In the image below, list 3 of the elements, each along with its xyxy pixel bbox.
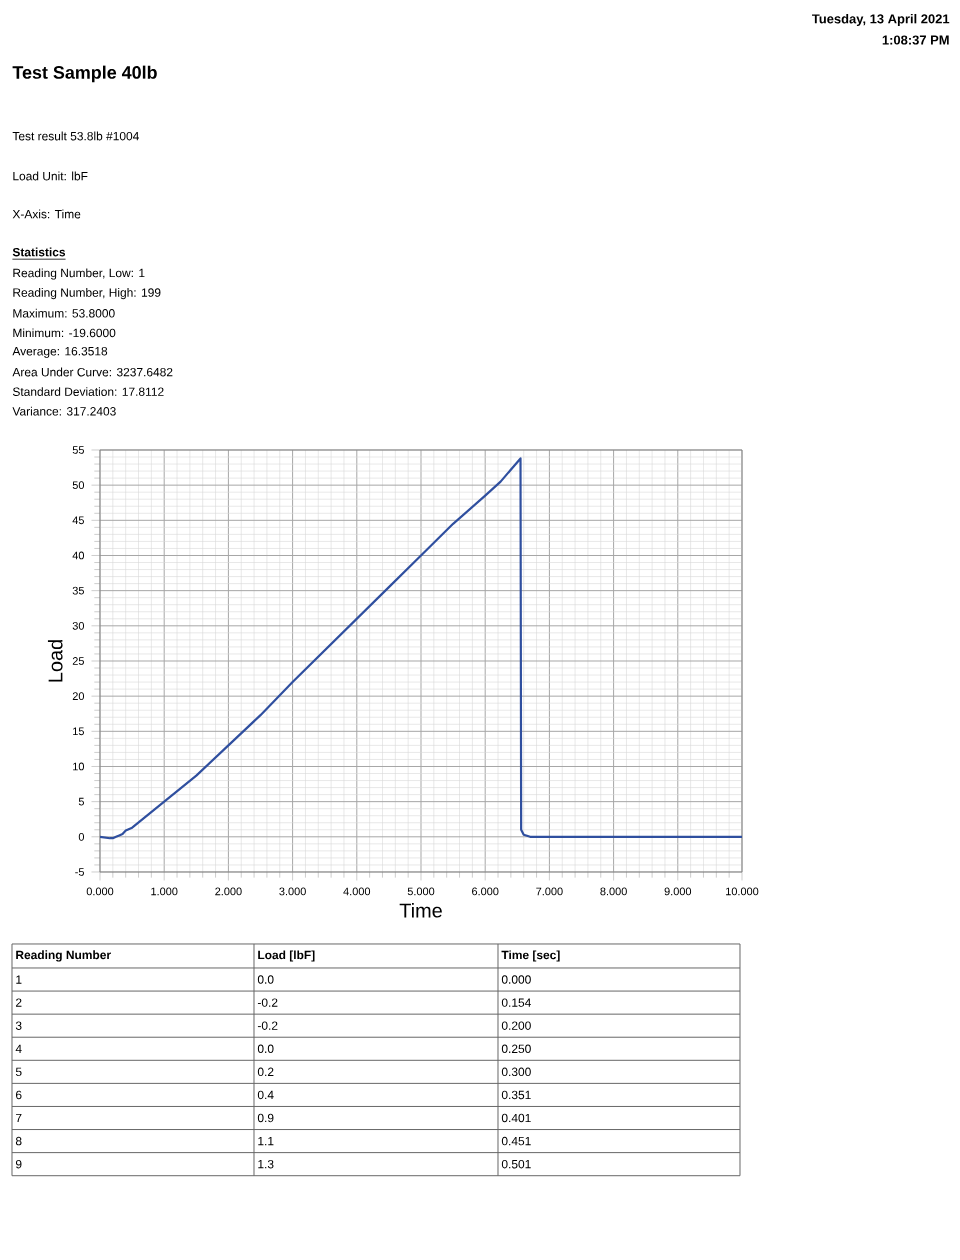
y-axis-title: Load (47, 640, 63, 682)
x-axis-title: Time (399, 902, 442, 918)
chart-title: Test Sample 40lb (12, 65, 157, 83)
